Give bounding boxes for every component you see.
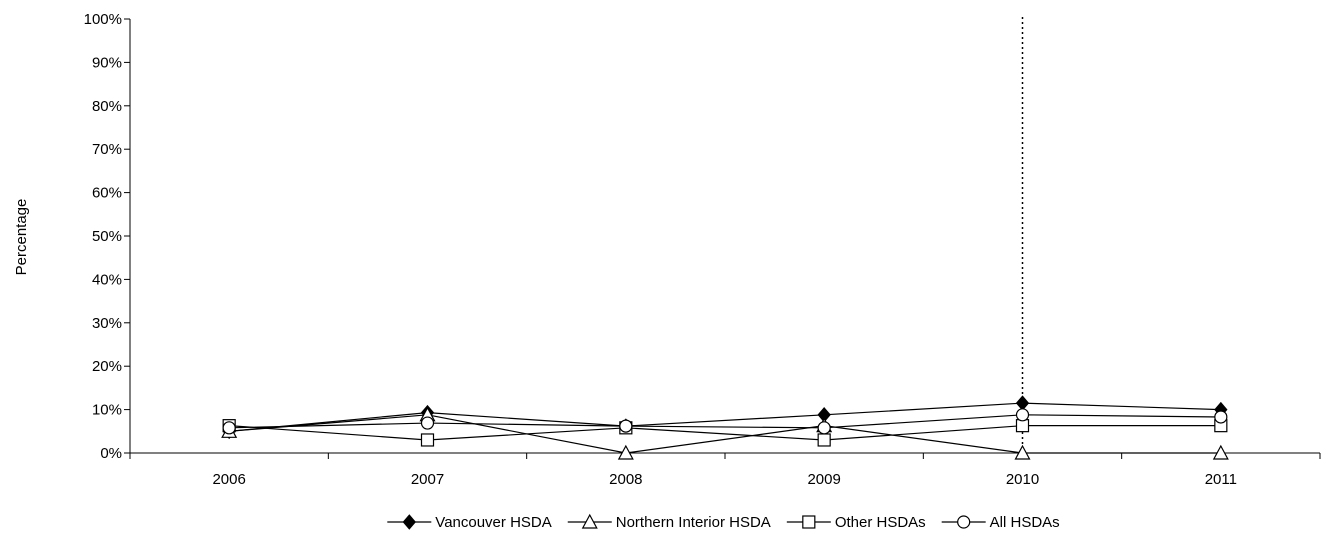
data-point	[617, 444, 634, 460]
x-tick-label: 2011	[1205, 471, 1237, 488]
y-tick-label: 80%	[92, 98, 122, 115]
data-point	[1212, 444, 1229, 460]
data-point	[1214, 410, 1228, 424]
y-tick-label: 20%	[92, 358, 122, 375]
y-tick-label: 50%	[92, 228, 122, 245]
legend-label: Other HSDAs	[835, 514, 926, 531]
y-axis-ticks: 0% 10% 20% 30% 40% 50% 60% 70% 80% 90% 100%	[84, 11, 130, 462]
legend-marker	[957, 515, 971, 529]
data-point	[1014, 444, 1031, 460]
data-point	[817, 421, 831, 435]
series-line	[229, 414, 1221, 429]
series-0	[222, 395, 1228, 440]
series-group	[221, 395, 1229, 460]
data-point	[1015, 395, 1030, 411]
series-line	[229, 425, 1221, 441]
data-point	[1015, 408, 1030, 422]
y-tick-label: 30%	[92, 315, 122, 332]
series-line	[229, 414, 1221, 454]
data-point	[619, 419, 633, 433]
legend-label: Northern Interior HSDA	[616, 514, 771, 531]
data-point	[1015, 419, 1030, 433]
x-tick-label: 2009	[807, 471, 840, 488]
legend-label: Vancouver HSDA	[435, 514, 551, 531]
legend-marker	[802, 515, 816, 529]
series-2	[222, 419, 1228, 447]
series-line	[229, 402, 1221, 432]
y-tick-label: 60%	[92, 185, 122, 202]
y-tick-label: 90%	[92, 54, 122, 71]
y-tick-label: 100%	[84, 11, 122, 28]
x-axis-ticks: 2006 2007 2008 2009 2010 2011	[129, 453, 1321, 488]
legend: Vancouver HSDA Northern Interior HSDA Othe…	[387, 513, 1060, 531]
x-tick-label: 2006	[212, 471, 245, 488]
y-tick-label: 70%	[92, 141, 122, 158]
y-axis-label: Percentage	[13, 199, 30, 276]
y-tick-label: 10%	[92, 402, 122, 419]
y-tick-label: 40%	[92, 271, 122, 288]
legend-marker	[581, 513, 598, 529]
x-tick-label: 2010	[1006, 471, 1039, 488]
data-point	[817, 433, 831, 447]
x-tick-label: 2008	[609, 471, 642, 488]
legend-label: All HSDAs	[990, 514, 1060, 531]
legend-marker	[402, 514, 416, 530]
data-point	[420, 416, 435, 430]
data-point	[222, 421, 236, 435]
series-3	[222, 408, 1228, 435]
y-tick-label: 0%	[100, 445, 122, 462]
data-point	[420, 433, 435, 447]
x-tick-label: 2007	[411, 471, 444, 488]
